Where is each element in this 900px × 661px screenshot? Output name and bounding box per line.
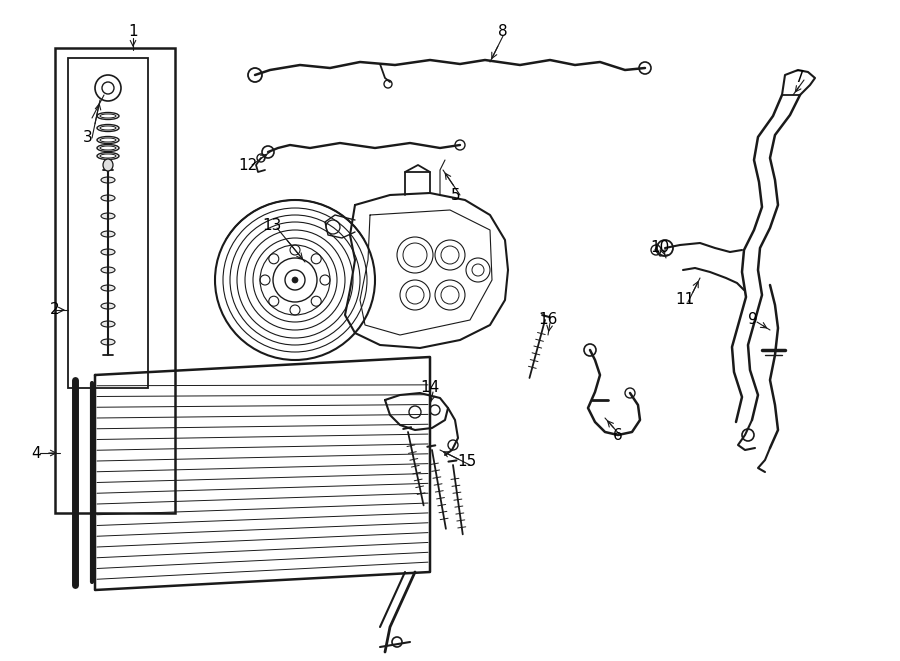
Ellipse shape (101, 177, 115, 183)
Text: 5: 5 (451, 188, 461, 202)
Text: 7: 7 (796, 71, 805, 85)
Ellipse shape (101, 249, 115, 255)
Ellipse shape (103, 159, 113, 171)
Ellipse shape (101, 321, 115, 327)
Text: 14: 14 (420, 381, 439, 395)
Text: 16: 16 (538, 313, 558, 327)
Bar (55, 48, 175, 513)
Ellipse shape (101, 213, 115, 219)
Text: 10: 10 (651, 241, 670, 256)
Text: 13: 13 (262, 217, 282, 233)
Text: 6: 6 (613, 428, 623, 442)
Ellipse shape (101, 303, 115, 309)
Text: 3: 3 (83, 130, 93, 145)
Text: 11: 11 (675, 293, 695, 307)
Ellipse shape (101, 267, 115, 273)
Text: 9: 9 (748, 313, 758, 327)
Ellipse shape (101, 231, 115, 237)
Text: 12: 12 (238, 157, 257, 173)
Ellipse shape (101, 285, 115, 291)
Ellipse shape (101, 195, 115, 201)
Ellipse shape (101, 339, 115, 345)
Text: 2: 2 (50, 303, 59, 317)
Bar (68, 58, 148, 388)
Circle shape (292, 277, 298, 283)
Text: 8: 8 (499, 24, 508, 40)
Text: 15: 15 (457, 455, 477, 469)
Text: 1: 1 (128, 24, 138, 40)
Text: 4: 4 (32, 446, 40, 461)
